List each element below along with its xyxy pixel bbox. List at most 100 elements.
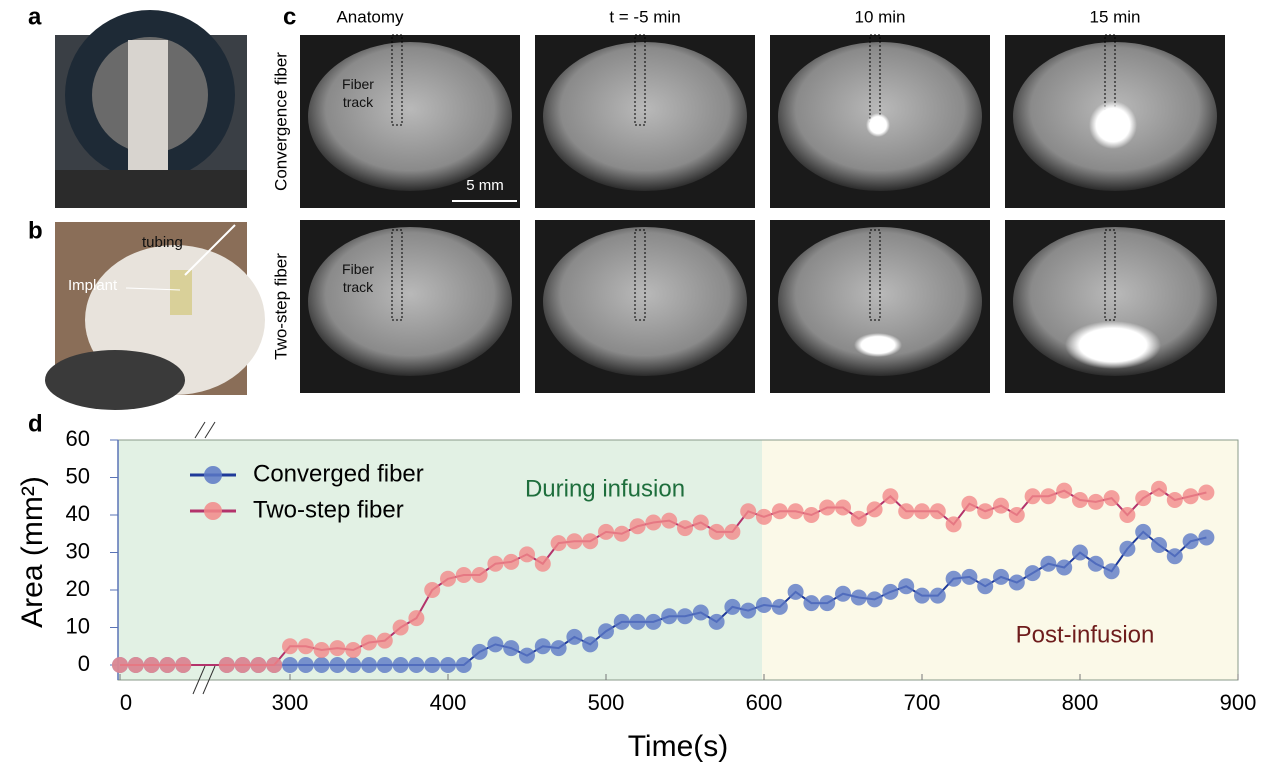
column-header: 10 min xyxy=(854,7,905,26)
marker xyxy=(661,608,678,625)
marker xyxy=(471,567,488,583)
marker xyxy=(724,523,741,540)
marker xyxy=(376,657,393,673)
marker xyxy=(898,503,915,520)
photo-label: tubing xyxy=(142,234,183,251)
region-label: Post-infusion xyxy=(1016,621,1155,648)
marker xyxy=(376,632,393,649)
marker xyxy=(424,582,441,598)
marker xyxy=(329,657,346,673)
marker xyxy=(945,516,962,533)
legend-label: Converged fiber xyxy=(253,460,424,487)
marker xyxy=(866,591,883,608)
photo-a xyxy=(55,10,247,208)
marker xyxy=(408,610,425,627)
x-axis-label: Time(s) xyxy=(628,730,729,763)
axis-break xyxy=(194,421,206,439)
marker xyxy=(1072,492,1088,508)
marker xyxy=(250,657,267,673)
y-tick-label: 50 xyxy=(66,463,90,488)
marker xyxy=(1182,533,1199,550)
marker xyxy=(740,602,757,619)
marker xyxy=(914,587,930,604)
y-tick-label: 20 xyxy=(66,576,90,601)
annotation: Fiber track xyxy=(342,76,374,110)
marker xyxy=(392,619,409,636)
column-header: Anatomy xyxy=(336,7,404,26)
fiber-track xyxy=(634,229,646,321)
marker xyxy=(1056,482,1073,499)
x-tick-label: 700 xyxy=(904,690,941,715)
x-tick-label: 900 xyxy=(1220,690,1257,715)
panel-label: d xyxy=(28,410,43,437)
marker xyxy=(550,535,567,552)
marker xyxy=(961,495,978,512)
x-tick-label: 500 xyxy=(588,690,625,715)
shaded-region xyxy=(118,440,764,680)
brain xyxy=(543,42,747,191)
marker xyxy=(882,583,899,600)
x-tick-label: 300 xyxy=(272,690,309,715)
marker xyxy=(613,613,630,630)
row-label: Convergence fiber xyxy=(271,52,290,191)
marker xyxy=(1008,574,1025,591)
marker xyxy=(850,510,867,527)
marker xyxy=(1056,559,1073,576)
marker xyxy=(803,595,820,612)
marker xyxy=(1087,493,1104,510)
marker xyxy=(345,657,362,673)
marker xyxy=(218,657,235,673)
marker xyxy=(519,546,535,563)
marker xyxy=(1198,484,1215,501)
marker xyxy=(692,514,709,531)
row-label: Two-step fiber xyxy=(271,253,290,360)
marker xyxy=(282,657,298,673)
legend-marker xyxy=(204,502,222,520)
marker xyxy=(803,507,820,523)
marker xyxy=(282,638,298,655)
marker xyxy=(1151,480,1167,497)
marker xyxy=(1119,507,1136,523)
x-tick-label: 0 xyxy=(120,690,132,715)
marker xyxy=(297,638,314,655)
marker xyxy=(1040,488,1057,505)
marker xyxy=(503,553,520,570)
marker xyxy=(756,597,772,613)
marker xyxy=(519,647,535,664)
axis-break xyxy=(192,665,206,695)
axis-break xyxy=(204,421,216,439)
marker xyxy=(487,636,504,653)
marker xyxy=(1119,540,1136,557)
marker xyxy=(929,503,946,520)
x-tick-label: 800 xyxy=(1062,690,1099,715)
x-tick-label: 400 xyxy=(430,690,467,715)
marker xyxy=(929,587,946,604)
marker xyxy=(566,533,583,550)
mri-grid xyxy=(300,34,1225,393)
region-label: During infusion xyxy=(525,475,685,502)
marker xyxy=(143,657,160,673)
photo-label: Implant xyxy=(68,277,118,294)
marker xyxy=(297,657,314,673)
marker xyxy=(127,657,144,673)
pointer xyxy=(125,287,181,291)
marker xyxy=(361,634,377,651)
marker xyxy=(629,613,646,630)
marker xyxy=(645,514,662,531)
marker xyxy=(392,657,409,673)
marker xyxy=(756,508,772,525)
marker xyxy=(724,598,741,615)
marker xyxy=(1103,490,1120,507)
marker xyxy=(1024,565,1041,582)
column-header: t = -5 min xyxy=(609,7,680,26)
marker xyxy=(1166,492,1183,508)
marker xyxy=(440,657,456,673)
panel-label: c xyxy=(283,3,296,30)
infusion-spot xyxy=(866,113,890,137)
marker xyxy=(898,578,915,595)
panel-label: a xyxy=(28,3,42,30)
marker xyxy=(819,499,836,516)
shaded-region xyxy=(762,440,1238,680)
marker xyxy=(345,642,362,658)
marker xyxy=(708,613,725,630)
